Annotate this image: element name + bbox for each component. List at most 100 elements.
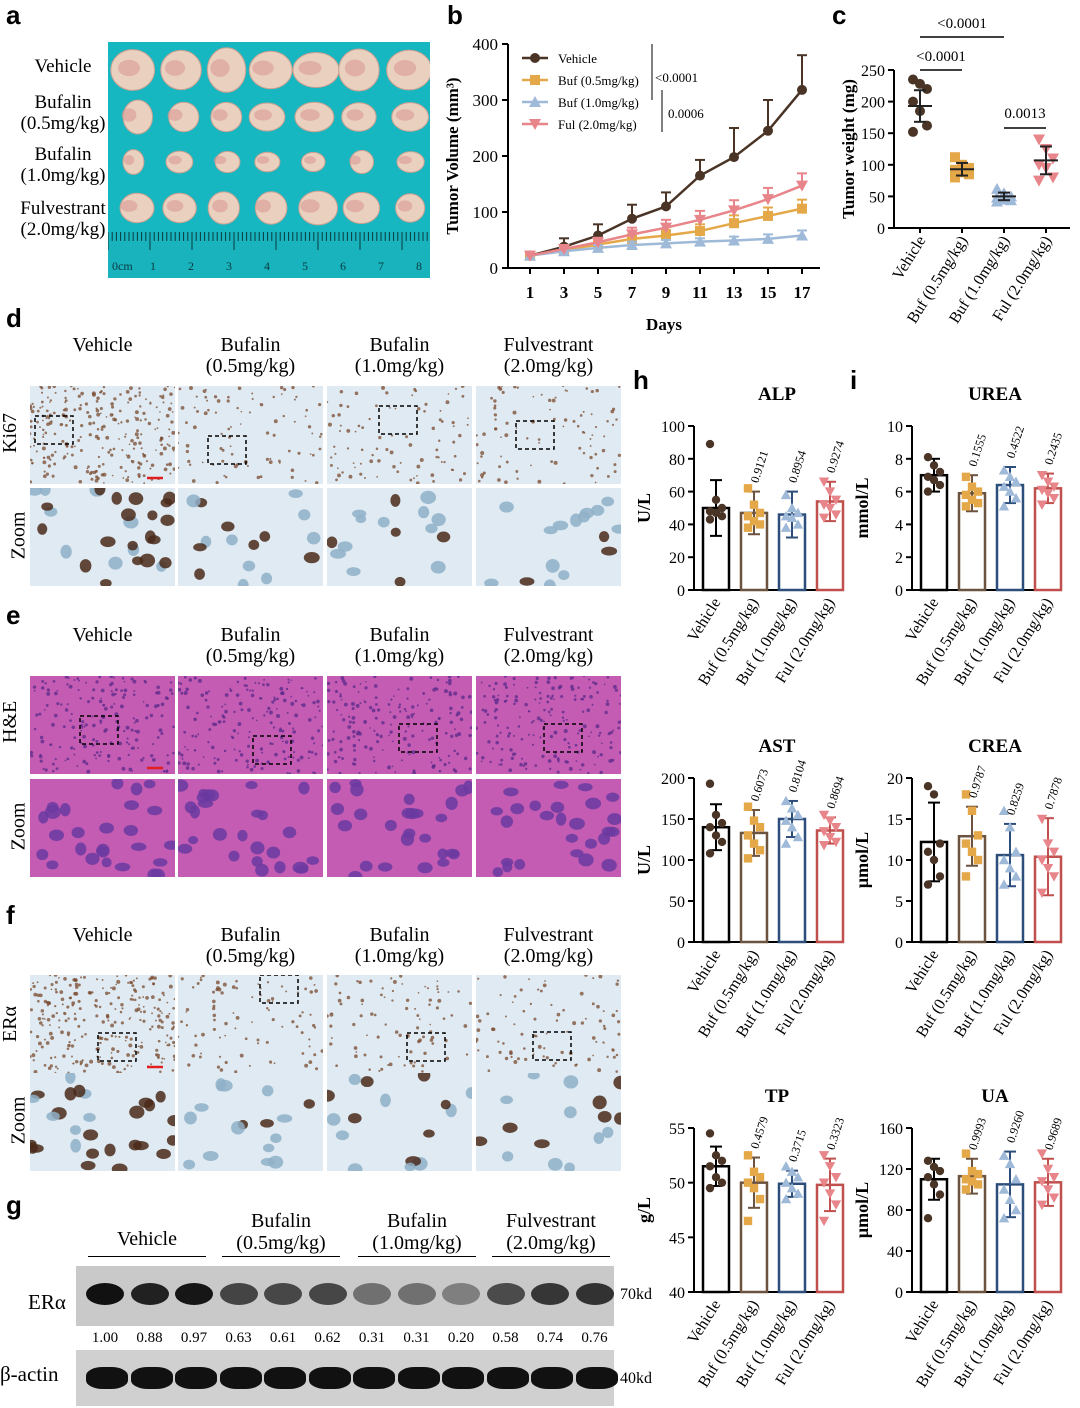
- tumor-vessel: [344, 59, 366, 77]
- band-ratio: 0.76: [581, 1330, 608, 1346]
- cell-dot: [172, 1040, 175, 1045]
- cell-dot: [508, 731, 512, 735]
- group-label-line1: Bufalin: [369, 924, 430, 946]
- cell-dot: [448, 761, 451, 764]
- cell-dot: [162, 994, 165, 997]
- y-tick-label: 200: [861, 95, 885, 112]
- western-group-label: Bufalin (0.5mg/kg): [214, 1210, 348, 1254]
- data-point: [923, 1156, 933, 1165]
- cell-dot: [73, 408, 77, 412]
- cell-dot: [59, 990, 64, 995]
- cell-dot: [121, 677, 125, 680]
- cell-dot: [494, 708, 498, 712]
- era-band: [442, 1283, 480, 1305]
- cell-dot: [195, 711, 199, 715]
- cell-dot: [42, 419, 44, 422]
- data-point: [792, 1172, 804, 1182]
- cell-dot: [300, 686, 303, 690]
- cell-dot: [394, 1030, 399, 1034]
- nucleus: [226, 534, 238, 546]
- cell-dot: [590, 731, 593, 734]
- nucleus: [591, 504, 605, 516]
- cell-dot: [246, 765, 249, 769]
- cell-dot: [245, 684, 249, 687]
- cell-dot: [616, 1020, 621, 1024]
- tumor-vessel: [213, 155, 227, 165]
- western-group-line1: Bufalin: [251, 1210, 311, 1232]
- cell-dot: [113, 1020, 117, 1024]
- nucleus: [585, 797, 602, 810]
- cell-dot: [45, 1001, 49, 1004]
- cell-dot: [373, 729, 376, 732]
- cell-dot: [88, 421, 92, 426]
- cell-dot: [557, 760, 560, 763]
- y-tick-label: 10: [887, 853, 903, 870]
- cell-dot: [54, 1071, 57, 1073]
- cell-dot: [224, 1060, 228, 1065]
- cell-dot: [352, 721, 356, 724]
- cell-dot: [172, 725, 175, 729]
- cell-dot: [373, 676, 377, 679]
- cell-dot: [339, 694, 343, 698]
- cell-dot: [136, 436, 140, 440]
- cell-dot: [532, 734, 535, 737]
- actin-band: [219, 1367, 262, 1389]
- cell-dot: [197, 763, 200, 766]
- cell-dot: [129, 997, 133, 1001]
- data-point: [830, 495, 842, 505]
- data-point: [705, 1183, 715, 1193]
- cell-dot: [46, 688, 51, 692]
- cell-dot: [131, 984, 135, 988]
- tumor-vessel: [298, 61, 322, 75]
- cell-dot: [255, 719, 258, 722]
- cell-dot: [391, 989, 394, 993]
- cell-dot: [285, 687, 289, 691]
- cell-dot: [556, 770, 560, 774]
- cell-dot: [92, 723, 96, 728]
- cell-dot: [216, 399, 221, 403]
- nucleus: [111, 1163, 128, 1171]
- cell-dot: [157, 1039, 161, 1043]
- nucleus: [111, 491, 122, 505]
- cell-dot: [163, 1058, 166, 1060]
- nucleus: [99, 822, 114, 834]
- zoom-box: [252, 735, 292, 765]
- cell-dot: [107, 450, 111, 454]
- nucleus: [263, 1143, 275, 1153]
- data-point: [967, 1166, 977, 1176]
- cell-dot: [240, 410, 243, 413]
- data-point: [1042, 1164, 1054, 1175]
- nucleus: [500, 815, 514, 828]
- cell-dot: [142, 996, 145, 998]
- p-value: 0.8694: [824, 775, 848, 811]
- cell-dot: [82, 1018, 86, 1022]
- tumor-vessel: [254, 109, 272, 121]
- cell-dot: [498, 763, 501, 766]
- cell-dot: [91, 715, 94, 718]
- western-group-label: Fulvestrant (2.0mg/kg): [484, 1210, 618, 1254]
- cell-dot: [73, 1017, 77, 1021]
- nucleus: [598, 832, 611, 845]
- cell-dot: [90, 477, 94, 481]
- data-point: [1004, 486, 1016, 496]
- cell-dot: [160, 1026, 164, 1030]
- x-tick-label: 5: [594, 283, 603, 302]
- cell-dot: [516, 1057, 520, 1061]
- cell-dot: [223, 749, 227, 753]
- cell-dot: [608, 759, 613, 763]
- x-tick-label: 15: [760, 283, 777, 302]
- legend-label: Buf (0.5mg/kg): [558, 73, 639, 88]
- cell-dot: [376, 1035, 380, 1039]
- data-point: [950, 172, 960, 183]
- nucleus: [48, 829, 65, 841]
- y-tick-label: 160: [879, 1121, 903, 1138]
- cell-dot: [111, 692, 115, 697]
- cell-dot: [129, 386, 133, 390]
- data-point: [1036, 1200, 1048, 1211]
- cell-dot: [172, 467, 175, 471]
- cell-dot: [156, 690, 161, 695]
- cell-dot: [30, 409, 35, 414]
- cell-dot: [527, 733, 530, 736]
- nucleus: [186, 494, 201, 508]
- cell-dot: [539, 718, 543, 722]
